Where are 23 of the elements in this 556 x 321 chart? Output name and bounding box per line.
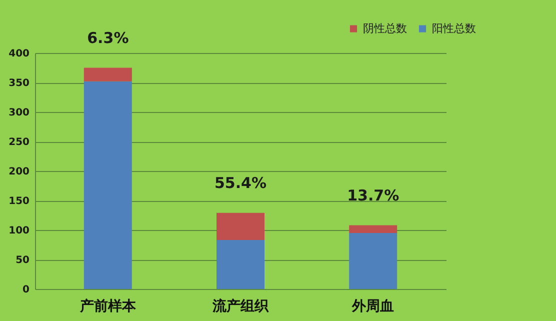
y-tick-label: 100	[8, 226, 30, 236]
x-tick-label: 流产组织	[212, 298, 270, 314]
y-tick-label: 200	[8, 166, 30, 178]
y-tick-label: 0	[22, 284, 30, 296]
y-tick-label: 350	[8, 78, 30, 89]
bar	[216, 240, 264, 289]
bar	[216, 212, 264, 240]
legend-label: 阳性总数	[432, 22, 476, 35]
y-tick-label: 150	[8, 196, 30, 207]
x-tick-label: 外周血	[351, 298, 394, 314]
bar	[84, 68, 132, 82]
legend-label: 阴性总数	[363, 22, 407, 35]
annotation: 13.7%	[347, 186, 400, 204]
y-tick-label: 400	[8, 48, 30, 60]
y-tick-label: 50	[16, 255, 30, 266]
annotation: 55.4%	[214, 174, 267, 192]
bar	[349, 225, 398, 233]
bar	[349, 232, 398, 289]
y-tick-label: 300	[8, 108, 30, 118]
annotation: 6.3%	[87, 28, 129, 47]
y-tick-label: 250	[8, 137, 30, 148]
bar	[84, 81, 132, 289]
x-tick-label: 产前样本	[78, 298, 137, 314]
